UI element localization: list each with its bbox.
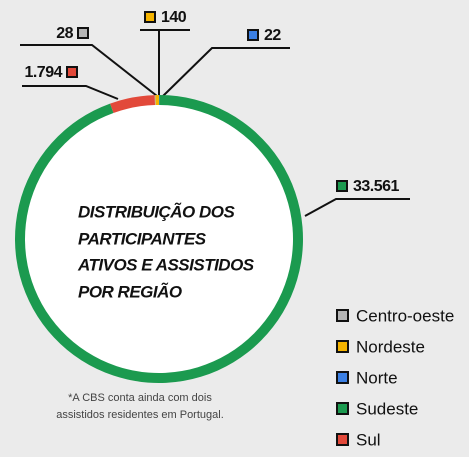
- footnote: assistidos residentes em Portugal.: [56, 409, 224, 421]
- callout-swatch: [247, 29, 259, 41]
- leader-line: [20, 44, 158, 97]
- donut-slice: [110, 95, 156, 113]
- leader-line: [140, 29, 190, 96]
- donut-slice: [155, 95, 159, 106]
- leader-line: [304, 198, 410, 217]
- donut-slice: [159, 95, 160, 106]
- value-label: 140: [161, 9, 187, 26]
- legend-swatch: [336, 309, 349, 322]
- legend-label: Sul: [356, 430, 381, 449]
- value-label: 22: [264, 27, 281, 44]
- legend-swatch: [336, 371, 349, 384]
- donut-hole: [21, 101, 297, 377]
- callout-swatch: [144, 11, 156, 23]
- legend-label: Sudeste: [356, 399, 418, 418]
- legend-swatch: [336, 402, 349, 415]
- callout-swatch: [336, 180, 348, 192]
- chart-title: ATIVOS E ASSISTIDOS: [77, 255, 255, 274]
- legend-swatch: [336, 340, 349, 353]
- legend-label: Centro-oeste: [356, 306, 454, 325]
- callout-swatch: [66, 66, 78, 78]
- value-label: 28: [56, 25, 73, 42]
- legend-swatch: [336, 433, 349, 446]
- chart-title: POR REGIÃO: [78, 281, 182, 301]
- legend-label: Norte: [356, 368, 398, 387]
- value-label: 1.794: [24, 64, 62, 81]
- leader-line: [162, 47, 290, 97]
- footnote: *A CBS conta ainda com dois: [68, 392, 212, 404]
- chart-title: DISTRIBUIÇÃO DOS: [78, 201, 236, 221]
- leader-line: [22, 85, 119, 100]
- donut-slice: [154, 95, 156, 106]
- value-label: 33.561: [353, 178, 400, 195]
- chart-title: PARTICIPANTES: [78, 229, 207, 248]
- callout-swatch: [77, 27, 89, 39]
- legend-label: Nordeste: [356, 337, 425, 356]
